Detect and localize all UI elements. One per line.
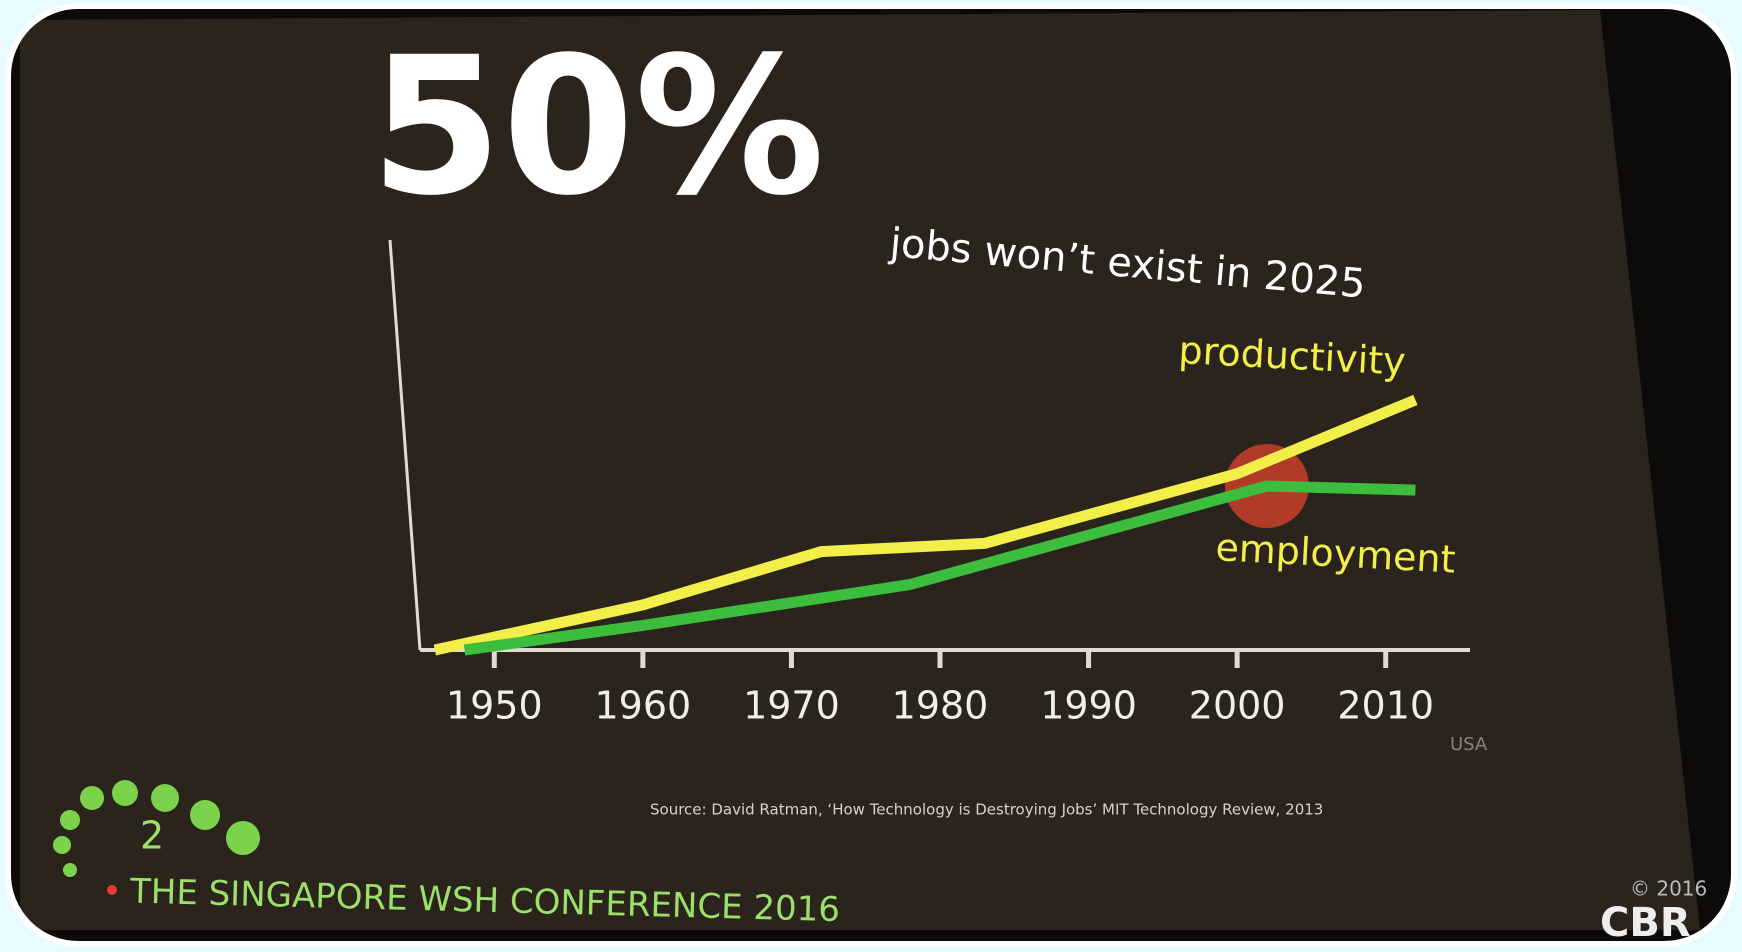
- x-tick-label: 1990: [1040, 684, 1137, 728]
- x-tick-label: 1950: [446, 684, 543, 728]
- frame: [5, 3, 1737, 947]
- country-label: USA: [1450, 734, 1488, 755]
- logo-dots: [53, 780, 260, 895]
- logo-dot: [80, 786, 104, 810]
- logo-dot: [63, 863, 77, 877]
- logo-dot: [151, 784, 179, 812]
- logo-dot: [53, 836, 71, 854]
- logo-dot: [226, 821, 260, 855]
- x-tick-label: 1980: [892, 684, 989, 728]
- x-tick-label: 1960: [594, 684, 691, 728]
- x-tick-label: 2010: [1337, 684, 1434, 728]
- series-line: [463, 480, 1416, 656]
- x-tick-label: 2000: [1189, 684, 1286, 728]
- x-tick-label: 1970: [743, 684, 840, 728]
- logo-dot: [190, 800, 220, 830]
- logo-text: CBR: [1600, 900, 1691, 946]
- source-note: Source: David Ratman, ‘How Technology is…: [650, 801, 1323, 819]
- headline: 50%: [370, 16, 825, 237]
- screen: [20, 10, 1700, 930]
- logo-dot: [112, 780, 138, 806]
- slide-number: 2: [140, 814, 164, 858]
- logo-dot: [60, 810, 80, 830]
- y-axis: [388, 239, 422, 651]
- logo-dot: [107, 885, 117, 895]
- series-line: [433, 394, 1418, 656]
- copyright: © 2016: [1630, 877, 1707, 901]
